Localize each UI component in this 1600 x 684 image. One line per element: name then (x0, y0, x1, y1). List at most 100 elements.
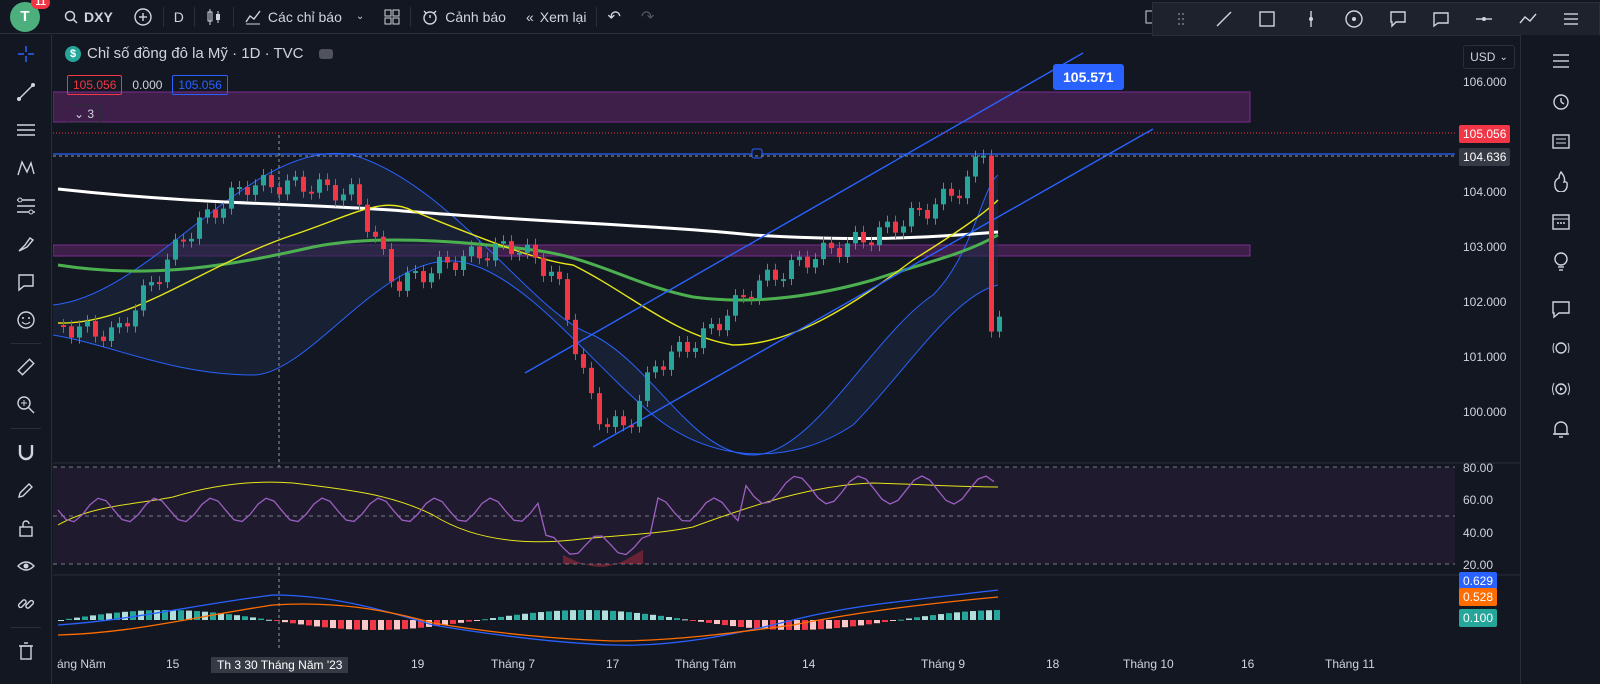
macd-bar (218, 613, 224, 620)
macd-bar (234, 615, 240, 620)
rsi-tick: 80.00 (1463, 461, 1494, 475)
time-tick: 16 (1241, 657, 1255, 671)
symbol-search[interactable]: DXY (54, 0, 123, 34)
macd-bar (962, 611, 968, 620)
divider (162, 6, 164, 27)
candle-body (893, 221, 898, 233)
channel-upper-line[interactable] (524, 52, 1084, 374)
chart-type-button[interactable] (195, 0, 233, 34)
candle-body (765, 269, 770, 281)
bell-icon[interactable] (1521, 409, 1600, 449)
text-note-icon[interactable] (0, 263, 52, 301)
alarm-clock-icon[interactable] (1521, 81, 1600, 121)
user-avatar[interactable]: T 11 (10, 0, 50, 32)
indicators-collapse-button[interactable]: ⌄ 3 (67, 105, 102, 123)
alert-button[interactable]: Cảnh báo (411, 0, 516, 34)
candle-body (349, 184, 354, 195)
vertical-line-icon[interactable] (1298, 6, 1324, 32)
zoom-in-icon[interactable] (0, 386, 52, 424)
chart-canvas[interactable] (53, 35, 1520, 684)
line-handle[interactable] (751, 148, 763, 159)
candle-body (877, 227, 882, 246)
candle-body (109, 327, 114, 341)
time-tick: 18 (1046, 657, 1060, 671)
fib-icon[interactable] (0, 187, 52, 225)
trend-line-icon[interactable] (0, 73, 52, 111)
link-icon[interactable] (0, 585, 52, 623)
pencil-lock-icon[interactable] (0, 471, 52, 509)
price-scale[interactable]: 106.000 104.000 103.000 102.000 101.000 … (1455, 35, 1520, 655)
hotlist-flame-icon[interactable] (1521, 161, 1600, 201)
undo-button[interactable]: ↶ (597, 0, 630, 34)
magnet-icon[interactable] (0, 433, 52, 471)
compare-button[interactable] (123, 0, 163, 34)
pattern-icon[interactable] (0, 149, 52, 187)
interval-button[interactable]: D (164, 0, 194, 34)
currency-select[interactable]: USD ⌄ (1463, 45, 1515, 69)
bollinger-fill (53, 153, 998, 456)
ruler-icon[interactable] (0, 348, 52, 386)
price-tick: 106.000 (1463, 75, 1507, 89)
candle-body (469, 246, 474, 257)
streams-icon[interactable] (1521, 369, 1600, 409)
redo-button[interactable]: ↷ (631, 0, 664, 34)
candle-body (525, 244, 530, 253)
emoji-icon[interactable] (0, 301, 52, 339)
path-icon[interactable] (1515, 6, 1541, 32)
resistance-zone[interactable] (53, 91, 1251, 123)
macd-bar (554, 610, 560, 620)
menu-lines-icon[interactable] (1558, 6, 1584, 32)
visibility-toggle-icon[interactable] (319, 48, 334, 59)
indicators-button[interactable]: Các chỉ báo ⌄ (234, 0, 374, 34)
sell-price[interactable]: 105.056 (67, 75, 123, 95)
brush-icon[interactable] (0, 225, 52, 263)
drag-handle-icon[interactable] (1168, 6, 1194, 32)
price-line-icon[interactable] (1471, 6, 1497, 32)
macd-bar (530, 612, 536, 620)
crosshair-icon[interactable] (0, 35, 52, 73)
watchlist-icon[interactable] (1521, 41, 1600, 81)
macd-bar (98, 614, 104, 620)
circle-target-icon[interactable] (1341, 6, 1367, 32)
eye-icon[interactable] (0, 547, 52, 585)
symbol-label: DXY (84, 8, 113, 25)
candle-body (669, 351, 674, 370)
comment-icon[interactable] (1428, 6, 1454, 32)
macd-bar (506, 615, 512, 620)
chat-icon[interactable] (1521, 289, 1600, 329)
time-tick: áng Năm (57, 657, 106, 671)
calendar-icon[interactable] (1521, 201, 1600, 241)
candle-body (117, 323, 122, 328)
support-zone[interactable] (53, 244, 1251, 257)
candle-body (597, 393, 602, 425)
macd-bar (306, 620, 312, 626)
channel-lower-line[interactable] (592, 128, 1154, 448)
replay-button[interactable]: « Xem lại (516, 0, 596, 34)
buy-price[interactable]: 105.056 (172, 75, 228, 95)
trend-line-icon[interactable] (1211, 6, 1237, 32)
lock-icon[interactable] (0, 509, 52, 547)
trash-icon[interactable] (0, 632, 52, 670)
notification-badge: 11 (31, 0, 50, 9)
macd-bar (402, 620, 408, 630)
chart-title[interactable]: Chỉ số đồng đô la Mỹ · 1D · TVC (87, 45, 304, 62)
time-scale[interactable]: áng Năm 15 Th 3 30 Tháng Năm '23 19 Thán… (53, 651, 1453, 684)
price-callout[interactable]: 105.571 (1053, 64, 1124, 90)
candle-body (205, 209, 210, 218)
chart-pane[interactable]: $ Chỉ số đồng đô la Mỹ · 1D · TVC 105.05… (53, 35, 1520, 684)
data-window-icon[interactable] (1521, 121, 1600, 161)
candle-body (397, 281, 402, 291)
callout-icon[interactable] (1385, 6, 1411, 32)
candle-body (261, 175, 266, 186)
candle-body (829, 242, 834, 249)
ideas-icon[interactable] (1521, 329, 1600, 369)
candle-body (853, 231, 858, 244)
lightbulb-icon[interactable] (1521, 241, 1600, 281)
macd-bar (58, 620, 64, 621)
horizontal-lines-icon[interactable] (0, 111, 52, 149)
macd-bar (522, 613, 528, 620)
rsi-line (57, 475, 995, 556)
layouts-button[interactable] (374, 0, 410, 34)
rectangle-icon[interactable] (1254, 6, 1280, 32)
alarm-clock-icon (423, 10, 437, 25)
